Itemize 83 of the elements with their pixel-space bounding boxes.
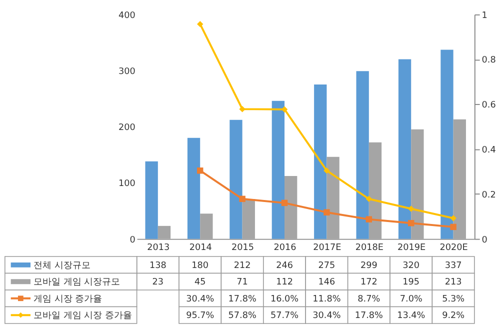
data-label: 320: [402, 260, 420, 271]
data-label: 9.2%: [442, 311, 465, 322]
data-label: 212: [234, 260, 251, 271]
bar: [326, 156, 340, 239]
data-label: 30.4%: [312, 311, 341, 322]
x-tick-label: 2020E: [440, 243, 468, 254]
legend-label: 전체 시장규모: [33, 260, 90, 271]
x-tick-label: 2016: [274, 243, 297, 254]
y2-tick-label: 0.6: [482, 100, 496, 111]
data-label: 172: [360, 278, 378, 288]
data-label: 337: [444, 260, 462, 271]
bar: [145, 161, 158, 239]
y-tick-label: 100: [118, 179, 136, 190]
x-tick-label: 2015: [232, 243, 254, 254]
data-label: 213: [444, 278, 462, 288]
point: [408, 206, 414, 212]
point: [366, 196, 372, 202]
x-tick-label: 2018E: [355, 243, 384, 254]
bar: [314, 84, 327, 239]
point: [239, 196, 246, 202]
y-tick-label: 300: [118, 66, 136, 77]
data-label: 11.8%: [312, 294, 341, 304]
data-label: 112: [276, 278, 293, 288]
bar: [230, 120, 242, 239]
bar: [453, 119, 466, 239]
x-tick-label: 2019E: [398, 243, 426, 254]
data-label: 45: [194, 278, 206, 288]
data-label: 17.8%: [228, 294, 256, 304]
point: [197, 20, 204, 28]
point: [197, 167, 204, 174]
data-label: 13.4%: [397, 311, 426, 322]
data-label: 23: [152, 278, 164, 288]
bar: [158, 226, 171, 239]
point: [281, 106, 288, 112]
x-tick-label: 2017E: [313, 243, 342, 254]
y2-tick-label: 0: [482, 235, 488, 246]
y-tick-label: 0: [130, 235, 136, 246]
point: [450, 224, 456, 230]
data-label: 8.7%: [358, 294, 380, 304]
y2-tick-label: 0.4: [482, 146, 496, 156]
data-label: 138: [149, 260, 167, 271]
y2-tick-label: 1: [482, 10, 488, 21]
data-label: 57.8%: [228, 311, 256, 322]
data-label: 5.3%: [442, 294, 465, 304]
data-label: 180: [192, 260, 209, 271]
point: [408, 220, 414, 226]
bar: [187, 138, 200, 239]
data-label: 95.7%: [186, 311, 214, 322]
point: [450, 215, 456, 222]
data-label: 246: [276, 260, 294, 271]
legend-label: 게임 시장 증가율: [33, 294, 102, 304]
y2-tick-label: 0.8: [482, 56, 496, 66]
data-label: 30.4%: [186, 294, 214, 304]
data-label: 146: [318, 278, 336, 288]
data-label: 17.8%: [354, 311, 383, 322]
data-label: 275: [318, 260, 336, 271]
y-tick-label: 400: [118, 10, 136, 21]
legend-label: 모바일 게임 시장 증가율: [33, 311, 132, 322]
bar: [200, 214, 213, 239]
data-label: 195: [402, 278, 420, 288]
y2-tick-label: 0.2: [482, 190, 496, 200]
point: [324, 209, 330, 216]
legend-label: 모바일 게임 시장규모: [33, 278, 120, 288]
x-tick-label: 2013: [147, 243, 170, 254]
point: [366, 216, 372, 222]
data-label: 57.7%: [270, 311, 299, 322]
bar: [272, 100, 285, 239]
point: [281, 200, 288, 206]
bar: [411, 129, 424, 239]
data-label: 71: [236, 278, 248, 288]
bar: [440, 50, 454, 239]
bar: [242, 198, 255, 239]
bar: [356, 71, 369, 239]
point: [239, 106, 246, 112]
x-tick-label: 2014: [189, 243, 212, 254]
data-label: 299: [360, 260, 378, 271]
bar: [398, 59, 412, 239]
bar: [284, 176, 298, 239]
data-label: 16.0%: [270, 294, 299, 304]
y-tick-label: 200: [118, 123, 136, 134]
data-label: 7.0%: [400, 294, 422, 304]
bar: [368, 142, 382, 239]
point: [324, 167, 330, 174]
